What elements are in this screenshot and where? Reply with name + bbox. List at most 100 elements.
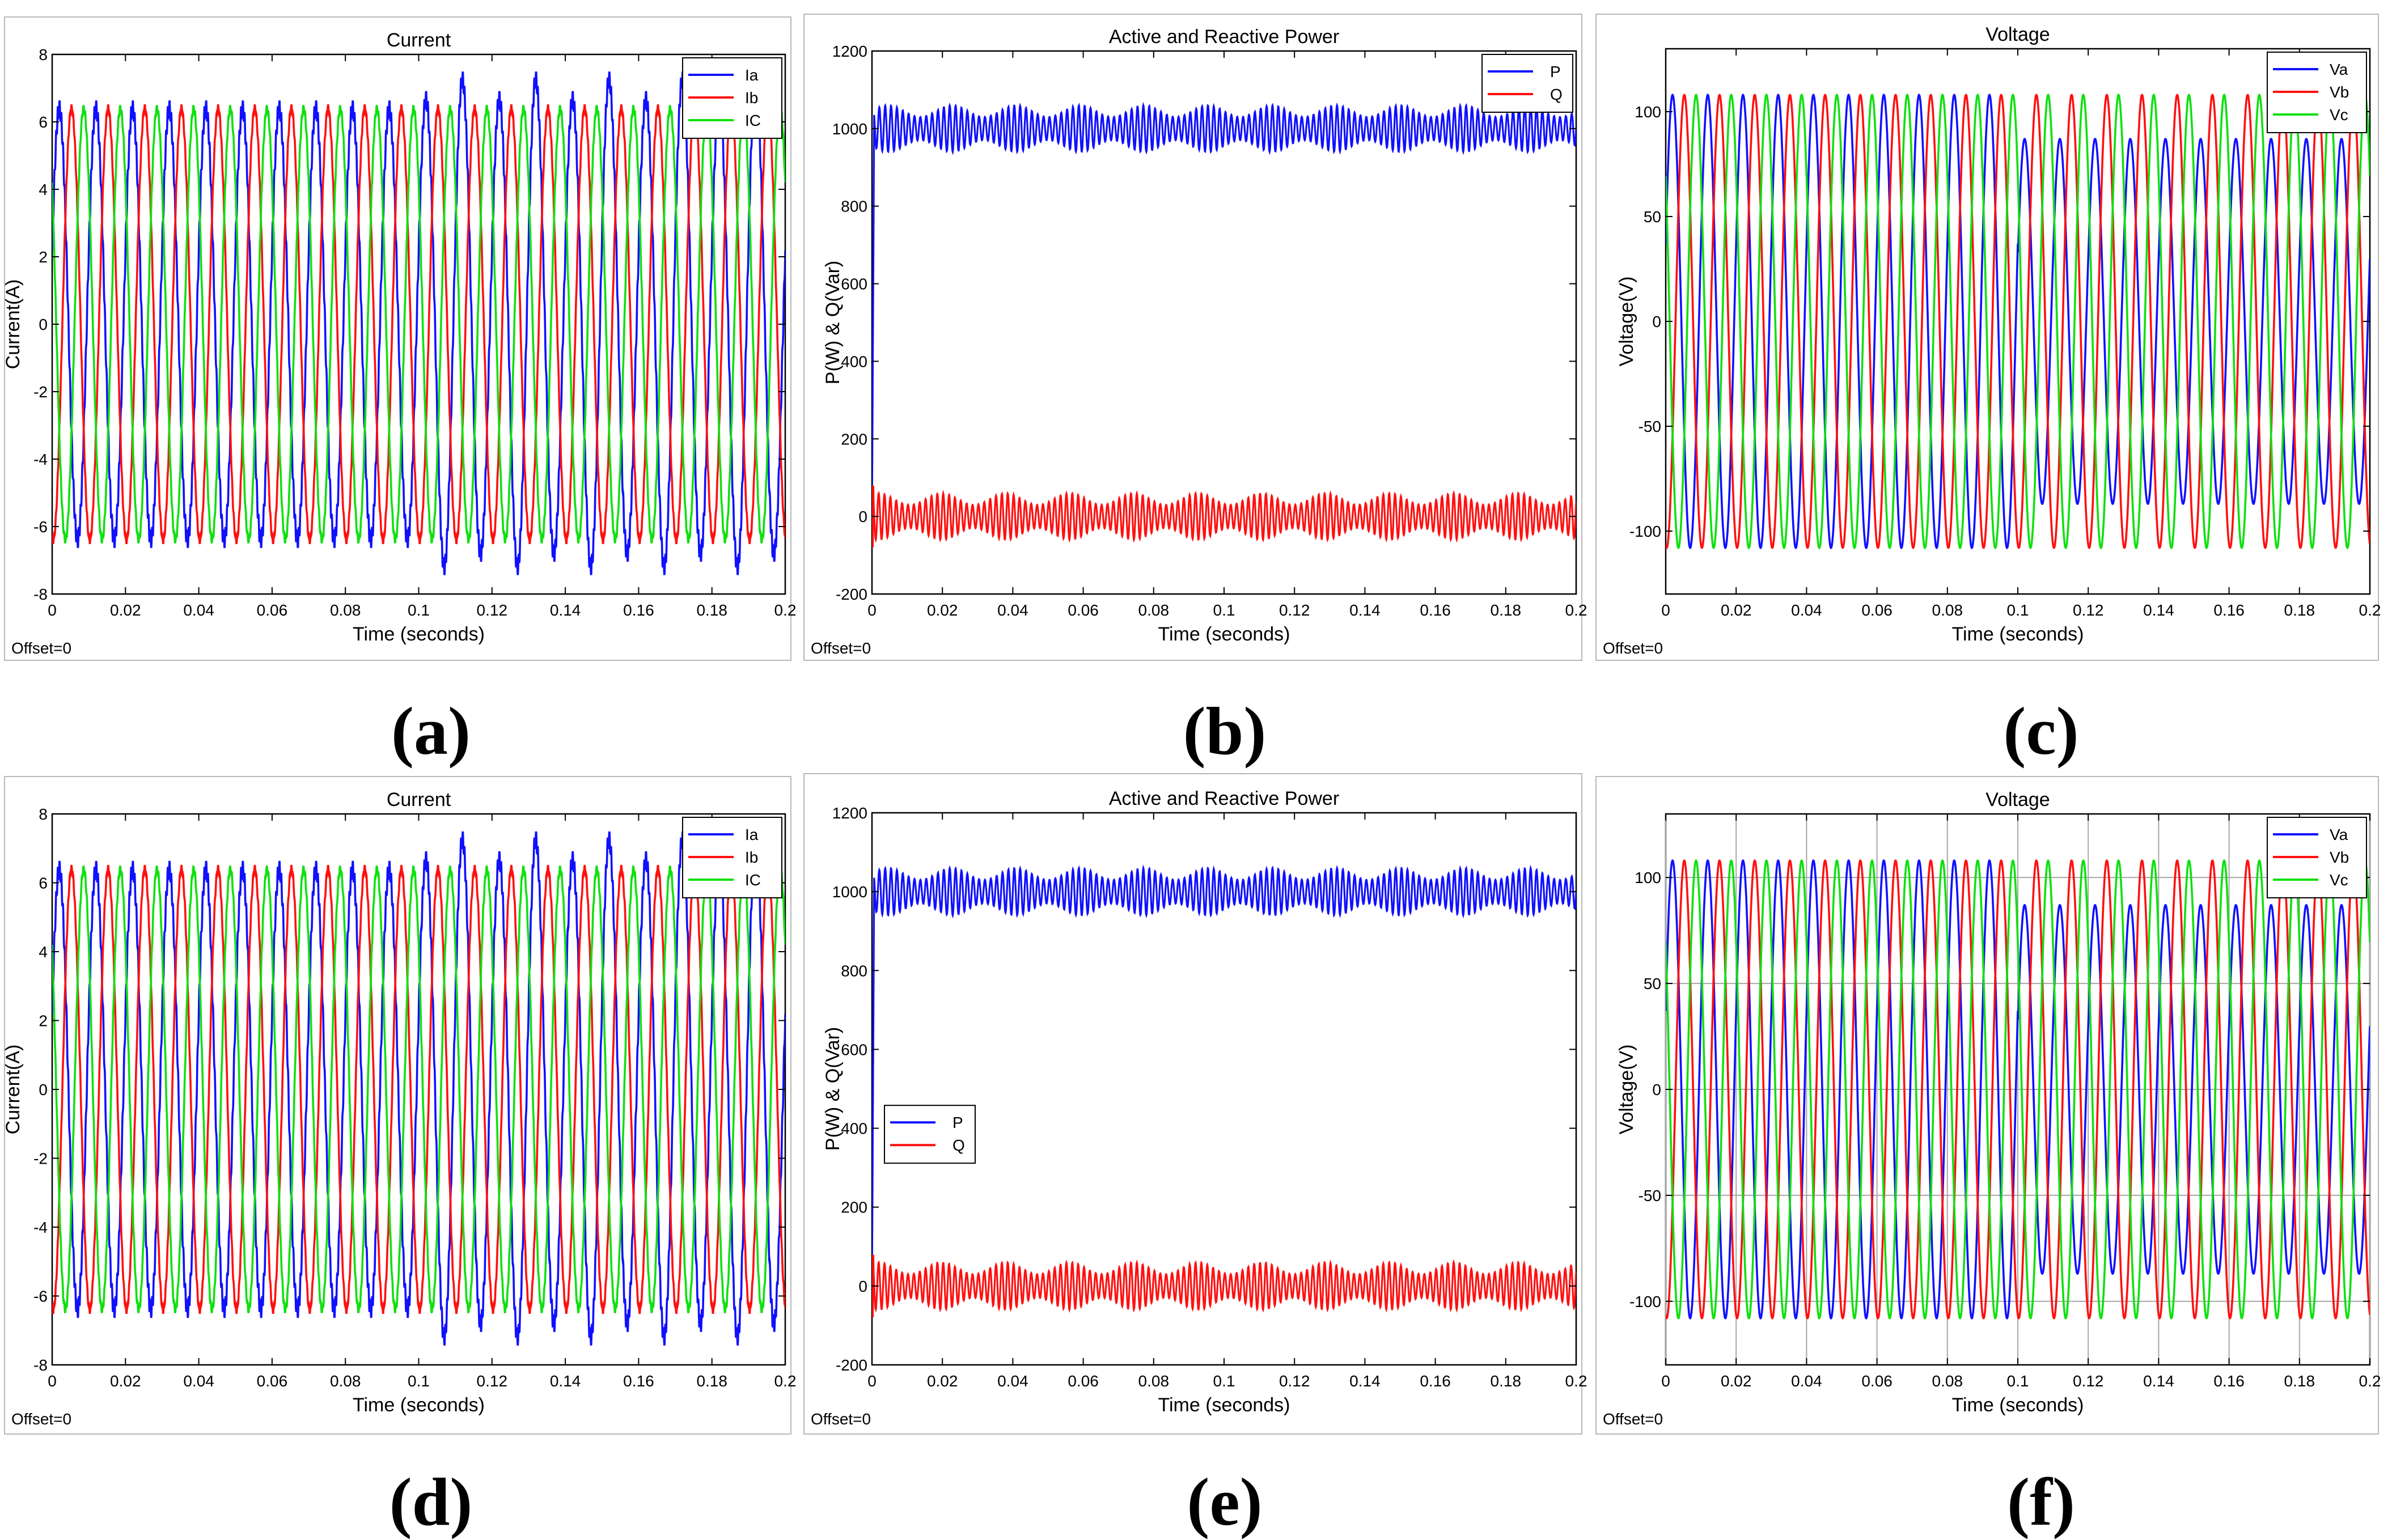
series-group	[872, 101, 1576, 548]
panel-f: 0 0.02 0.04 0.06 0.08 0.1 0.12 0.14 0.16 0.18 0.2 -…	[1595, 776, 2381, 1539]
series-line-IC	[52, 105, 785, 544]
x-tick-label: 0.2	[774, 601, 797, 619]
series-line-Ia	[52, 831, 785, 1346]
y-tick-label: 100	[1635, 103, 1661, 121]
x-tick-label: 0.16	[2213, 1372, 2245, 1390]
plot-area	[51, 813, 786, 1366]
x-tick-label: 0	[1661, 1372, 1670, 1390]
y-tick-label: 100	[1635, 869, 1661, 886]
plot-area	[1665, 48, 2371, 595]
legend-label-P: P	[952, 1114, 963, 1131]
x-tick-label: 0.06	[257, 1372, 288, 1390]
y-tick-label: 1200	[832, 804, 867, 822]
legend: PQ	[1481, 54, 1573, 113]
y-tick-label: 0	[858, 1278, 867, 1295]
panel-e: 0 0.02 0.04 0.06 0.08 0.1 0.12 0.14 0.16 0.18 0.2 -…	[803, 773, 1587, 1539]
panel-label: (d)	[390, 1464, 473, 1539]
y-tick-label: 4	[39, 943, 48, 961]
x-tick-label: 0.12	[1279, 601, 1310, 619]
x-tick-label: 0.12	[477, 1372, 508, 1390]
y-axis-label: P(W) & Q(Var)	[822, 1027, 844, 1151]
x-tick-label: 0.1	[2007, 601, 2029, 619]
y-tick-label: -50	[1639, 1187, 1661, 1204]
x-axis-label: Time (seconds)	[1158, 1394, 1290, 1416]
x-axis-label: Time (seconds)	[1158, 623, 1290, 645]
series-line-P	[872, 101, 1576, 517]
x-tick-label: 0.02	[927, 1372, 958, 1390]
series-line-Ia	[52, 71, 785, 575]
legend-label-P: P	[1550, 63, 1561, 80]
x-tick-label: 0.04	[997, 601, 1028, 619]
series-group	[52, 831, 785, 1346]
legend-label-Q: Q	[1550, 86, 1563, 103]
x-tick-label: 0.18	[2284, 601, 2315, 619]
x-tick-label: 0.1	[408, 1372, 430, 1390]
x-tick-label: 0.2	[1565, 601, 1587, 619]
panel-label: (f)	[2007, 1464, 2075, 1539]
legend-label-Vc: Vc	[2330, 106, 2348, 124]
series-line-IC	[52, 866, 785, 1313]
legend-label-Vb: Vb	[2330, 83, 2349, 101]
series-line-P	[872, 864, 1576, 1286]
legend: Ia Ib IC	[682, 817, 782, 898]
series-line-Vb	[1666, 94, 2370, 549]
chart-title: Voltage	[1985, 24, 2050, 45]
x-tick-label: 0.2	[2359, 1372, 2381, 1390]
x-tick-label: 0.2	[774, 1372, 797, 1390]
x-tick-label: 0.18	[1491, 1372, 1522, 1390]
y-tick-label: -8	[33, 586, 48, 603]
y-axis-label: Current(A)	[2, 279, 24, 370]
x-tick-label: 0.12	[2073, 1372, 2104, 1390]
x-tick-label: 0.08	[1932, 601, 1963, 619]
x-tick-label: 0	[867, 601, 877, 619]
x-axis-label: Time (seconds)	[1951, 623, 2084, 645]
series-line-Ib	[52, 864, 785, 1314]
x-tick-label: 0.08	[1138, 601, 1170, 619]
x-tick-label: 0.08	[330, 1372, 361, 1390]
series-line-Ib	[52, 104, 785, 544]
x-tick-label: 0.2	[1565, 1372, 1587, 1390]
x-tick-label: 0	[48, 1372, 57, 1390]
y-tick-label: -6	[33, 518, 48, 536]
x-tick-label: 0.02	[110, 601, 141, 619]
x-tick-label: 0.02	[1721, 601, 1752, 619]
x-tick-label: 0.12	[2073, 601, 2104, 619]
panel-label: (b)	[1183, 693, 1267, 769]
y-tick-label: 8	[39, 805, 48, 823]
legend-box	[884, 1105, 976, 1164]
y-tick-label: 50	[1644, 975, 1661, 992]
y-tick-label: 800	[841, 198, 867, 215]
series-line-Va	[1666, 859, 2370, 1320]
legend-label-Ib: Ib	[745, 849, 758, 866]
panel-b: 0 0.02 0.04 0.06 0.08 0.1 0.12 0.14 0.16 0.18 0.2 -…	[803, 14, 1587, 769]
series-group	[872, 864, 1576, 1318]
legend: Va Vb Vc	[2267, 52, 2367, 133]
legend-label-Vb: Vb	[2330, 849, 2349, 866]
y-tick-label: -50	[1639, 418, 1661, 435]
series-line-Q	[872, 1254, 1576, 1318]
legend-box	[1481, 54, 1573, 113]
x-tick-label: 0.14	[2143, 601, 2174, 619]
y-tick-label: -100	[1629, 1293, 1661, 1310]
offset-label: Offset=0	[11, 1410, 71, 1428]
x-axis-label: Time (seconds)	[353, 1394, 485, 1416]
y-tick-label: 0	[39, 1081, 48, 1098]
y-tick-label: -2	[33, 1150, 48, 1168]
y-tick-label: 600	[841, 275, 867, 293]
x-tick-label: 0.14	[550, 601, 581, 619]
legend-label-IC: IC	[745, 871, 761, 889]
plot-area	[51, 53, 786, 595]
x-tick-label: 0.14	[550, 1372, 581, 1390]
x-tick-label: 0.2	[2359, 601, 2381, 619]
y-tick-label: -6	[33, 1288, 48, 1305]
x-tick-label: 0.14	[1349, 601, 1381, 619]
legend-label-Ia: Ia	[745, 826, 759, 843]
y-axis-label: P(W) & Q(Var)	[822, 261, 844, 384]
x-tick-label: 0	[867, 1372, 877, 1390]
x-axis-label: Time (seconds)	[1951, 1394, 2084, 1416]
series-group	[1666, 94, 2370, 549]
y-tick-label: 6	[39, 875, 48, 892]
series-line-Vc	[1666, 94, 2370, 549]
x-tick-label: 0.1	[408, 601, 430, 619]
y-tick-label: 1000	[832, 120, 867, 138]
